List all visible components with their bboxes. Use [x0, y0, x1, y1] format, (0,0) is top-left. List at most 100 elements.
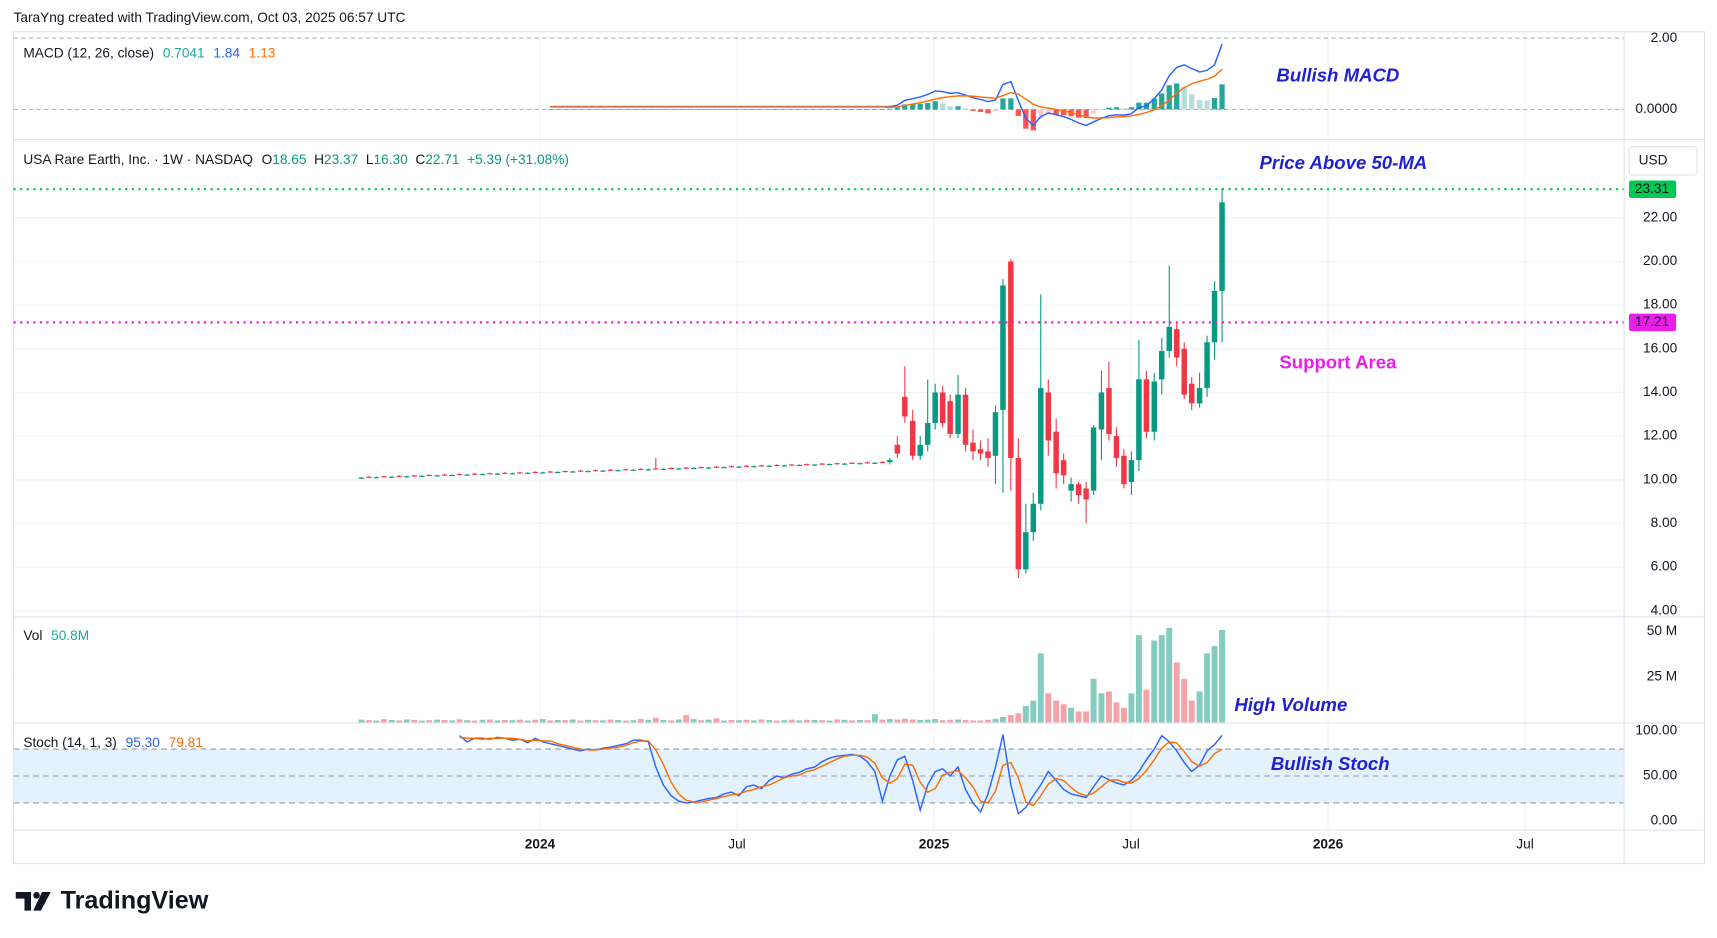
volume-bar — [1007, 715, 1014, 723]
volume-bar — [932, 719, 939, 723]
macd-histogram-bar — [1090, 109, 1097, 114]
volume-bar — [479, 719, 486, 723]
candle-body — [479, 474, 486, 476]
macd-histogram-bar — [585, 109, 591, 110]
candle-body — [955, 394, 961, 434]
candle-body — [494, 473, 501, 475]
volume-bar — [1037, 653, 1044, 723]
volume-bar — [728, 720, 735, 723]
macd-histogram-bar — [615, 109, 621, 110]
y-tick-label: 50 M — [1647, 623, 1677, 638]
candle-body — [653, 468, 659, 470]
volume-bar — [1060, 704, 1067, 723]
candle-body — [864, 462, 871, 464]
macd-histogram-bar — [660, 109, 666, 110]
candle-body — [947, 401, 953, 434]
macd-histogram-bar — [570, 109, 576, 110]
volume-bar — [668, 720, 675, 723]
volume-bar — [1113, 702, 1120, 723]
y-tick-label: 16.00 — [1643, 340, 1678, 355]
header: TaraYng created with TradingView.com, Oc… — [14, 10, 406, 25]
volume-bar — [796, 720, 803, 723]
macd-histogram-bar — [705, 109, 712, 110]
y-tick-label: 20.00 — [1643, 253, 1678, 268]
volume-bar — [924, 719, 931, 723]
candle-body — [585, 471, 591, 473]
candle-body — [396, 475, 403, 477]
candle-body — [819, 463, 825, 465]
macd-histogram-bar — [630, 109, 636, 110]
candle-body — [796, 464, 802, 467]
y-tick-label: 12.00 — [1643, 428, 1678, 443]
macd-histogram-bar — [834, 109, 840, 110]
macd-histogram-bar — [1038, 109, 1044, 120]
macd-histogram-bar — [1219, 84, 1225, 110]
candle-body — [909, 420, 916, 456]
candle-body — [872, 462, 878, 464]
candle-body — [1159, 350, 1165, 380]
volume-bar — [834, 719, 841, 723]
x-tick-label: Jul — [728, 837, 745, 852]
candle-body — [887, 460, 893, 463]
macd-histogram-bar — [879, 109, 886, 110]
volume-bar — [373, 720, 380, 723]
currency-box — [1628, 146, 1698, 176]
macd-histogram-bar — [607, 109, 614, 110]
volume-bar — [962, 720, 969, 723]
volume-bar — [615, 720, 621, 723]
macd-histogram-bar — [789, 109, 795, 110]
macd-histogram-bar — [743, 109, 750, 110]
volume-bar — [501, 720, 508, 723]
macd-histogram-bar — [864, 109, 871, 110]
candle-body — [517, 472, 523, 474]
macd-histogram-bar — [1166, 85, 1172, 110]
price-legend: USA Rare Earth, Inc. · 1W · NASDAQ O18.65… — [23, 151, 569, 166]
y-tick-label: 18.00 — [1643, 297, 1678, 312]
x-tick-label: 2026 — [1313, 837, 1344, 852]
currency: USD — [1639, 153, 1668, 168]
volume-bar — [826, 720, 833, 723]
macd-histogram-bar — [555, 109, 561, 110]
volume-bar — [449, 720, 456, 723]
macd-histogram-bar — [562, 109, 568, 110]
volume-bar — [418, 720, 425, 723]
volume-bar — [1128, 693, 1135, 723]
candle-body — [645, 469, 652, 471]
volume-bar — [1000, 716, 1006, 723]
macd-histogram-bar — [721, 109, 727, 110]
candle-body — [1196, 388, 1203, 404]
y-tick-label: 14.00 — [1643, 384, 1678, 399]
volume-bar — [856, 720, 863, 723]
candle-body — [728, 466, 735, 468]
macd-histogram-bar — [1098, 109, 1105, 110]
macd-histogram-bar — [826, 109, 833, 110]
volume-bar — [486, 719, 493, 723]
macd-line — [550, 68, 1223, 119]
logo — [15, 892, 51, 911]
volume-bar — [1075, 711, 1082, 723]
volume-bar — [509, 720, 516, 723]
annotation: High Volume — [1234, 694, 1347, 715]
volume-bar — [562, 720, 569, 723]
macd-histogram-bar — [600, 109, 606, 110]
volume-bar — [788, 719, 795, 723]
macd-histogram-bar — [1030, 109, 1036, 131]
macd-histogram-bar — [728, 109, 735, 110]
candle-body — [985, 451, 991, 458]
candle-body — [449, 474, 455, 477]
candle-body — [426, 474, 432, 477]
candle-body — [539, 472, 546, 474]
volume-bar — [735, 720, 742, 723]
candle-body — [1106, 388, 1112, 434]
macd-histogram-bar — [804, 109, 810, 110]
macd-histogram-bar — [811, 109, 818, 110]
macd-histogram-bar — [872, 109, 878, 110]
candle-body — [607, 469, 614, 471]
candle-body — [1113, 436, 1120, 458]
y-tick-label: 100.00 — [1635, 723, 1677, 738]
macd-histogram-bar — [713, 109, 720, 110]
volume-bar — [1135, 635, 1142, 723]
volume-bar — [1143, 689, 1150, 723]
volume-bar — [358, 719, 365, 723]
